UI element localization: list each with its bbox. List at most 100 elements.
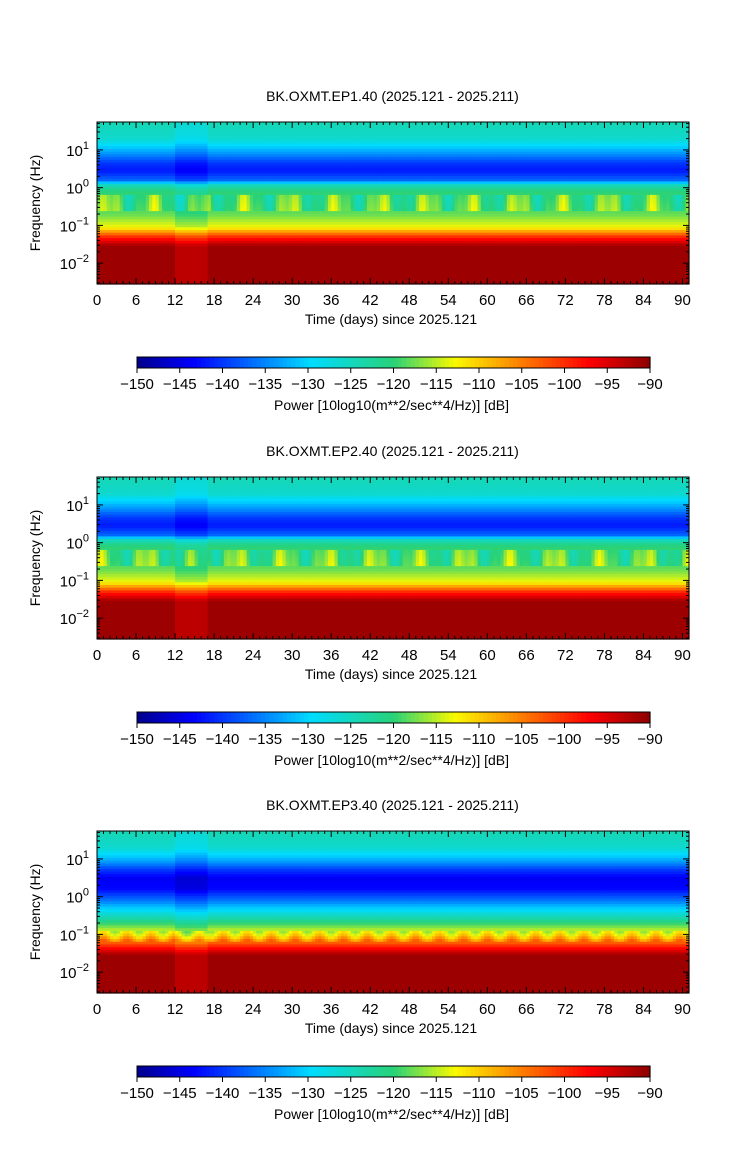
x-tick-label: 72 (557, 1001, 574, 1018)
x-tick-label: 30 (284, 647, 301, 664)
spectrogram-svg: 0 6 12 18 24 30 36 42 48 54 60 66 72 78 84 90 101 100 10−1… (27, 121, 691, 413)
x-tick-label: 42 (362, 292, 379, 309)
colorbar-tick-label: −90 (637, 376, 662, 393)
spectrogram-svg: 0 6 12 18 24 30 36 42 48 54 60 66 72 78 84 90 101 100 10−1… (27, 830, 691, 1122)
colorbar-tick-label: −140 (206, 731, 240, 748)
x-tick-label: 0 (93, 1001, 101, 1018)
x-tick-label: 36 (323, 647, 340, 664)
colorbar-tick-label: −150 (120, 1085, 154, 1102)
x-tick-label: 78 (596, 647, 613, 664)
colorbar-tick-label: −150 (120, 731, 154, 748)
colorbar-tick-label: −130 (291, 1085, 325, 1102)
x-tick-label: 18 (206, 647, 223, 664)
x-tick-label: 72 (557, 647, 574, 664)
y-tick-label: 10−1 (60, 570, 89, 590)
y-tick-label: 100 (66, 887, 89, 907)
x-tick-label: 78 (596, 292, 613, 309)
x-tick-label: 66 (518, 647, 535, 664)
spectrogram-panel-3: BK.OXMT.EP3.40 (2025.121 - 2025.211) 0 6 12… (0, 797, 750, 1167)
x-tick-label: 0 (93, 647, 101, 664)
colorbar-tick-label: −95 (595, 1085, 620, 1102)
colorbar-tick-label: −145 (163, 1085, 197, 1102)
colorbar: −150 −145 −140 −135 −130 −125 −120 −115 −110 −105… (120, 711, 663, 768)
y-tick-label: 101 (66, 495, 89, 515)
colorbar-tick-label: −105 (505, 376, 539, 393)
colorbar-label: Power [10log10(m**2/sec**4/Hz)] [dB] (274, 397, 509, 413)
colorbar-tick-label: −135 (248, 376, 282, 393)
chart-title: BK.OXMT.EP1.40 (2025.121 - 2025.211) (0, 88, 750, 104)
colorbar-tick-label: −120 (377, 376, 411, 393)
x-tick-label: 54 (440, 1001, 457, 1018)
colorbar-tick-label: −115 (420, 376, 453, 393)
x-tick-label: 78 (596, 1001, 613, 1018)
colorbar-tick-label: −140 (206, 376, 240, 393)
y-tick-label: 10−1 (60, 924, 89, 944)
y-tick-label: 10−2 (60, 962, 89, 982)
colorbar-tick-label: −110 (463, 1085, 496, 1102)
heatmap-cells (97, 831, 690, 994)
y-tick-label: 101 (66, 849, 89, 869)
colorbar-tick-label: −95 (595, 731, 620, 748)
x-axis-label: Time (days) since 2025.121 (305, 666, 477, 682)
x-tick-label: 0 (93, 292, 101, 309)
colorbar-tick-label: −120 (377, 731, 411, 748)
x-tick-label: 12 (167, 1001, 184, 1018)
colorbar-tick-label: −105 (505, 731, 539, 748)
x-tick-label: 48 (401, 292, 418, 309)
colorbar-tick-label: −115 (420, 1085, 453, 1102)
colorbar-tick-label: −95 (595, 376, 620, 393)
heatmap-cells (97, 477, 690, 640)
y-tick-label: 10−2 (60, 608, 89, 628)
x-tick-label: 90 (674, 1001, 691, 1018)
x-tick-label: 12 (167, 292, 184, 309)
colorbar-tick-label: −90 (637, 731, 662, 748)
colorbar-tick-label: −115 (420, 731, 453, 748)
x-tick-label: 90 (674, 292, 691, 309)
x-tick-label: 24 (245, 1001, 262, 1018)
x-axis-label: Time (days) since 2025.121 (305, 1020, 477, 1036)
colorbar-tick-label: −120 (377, 1085, 411, 1102)
x-tick-label: 30 (284, 292, 301, 309)
x-tick-label: 84 (635, 292, 652, 309)
x-tick-label: 36 (323, 292, 340, 309)
x-tick-label: 72 (557, 292, 574, 309)
x-tick-label: 18 (206, 1001, 223, 1018)
x-tick-label: 42 (362, 647, 379, 664)
chart-title: BK.OXMT.EP2.40 (2025.121 - 2025.211) (0, 443, 750, 459)
colorbar-tick-label: −105 (505, 1085, 539, 1102)
y-tick-label: 10−2 (60, 253, 89, 273)
x-axis-label: Time (days) since 2025.121 (305, 311, 477, 327)
y-tick-label: 100 (66, 178, 89, 198)
y-tick-label: 100 (66, 533, 89, 553)
x-tick-label: 48 (401, 647, 418, 664)
x-tick-label: 84 (635, 1001, 652, 1018)
x-tick-label: 66 (518, 292, 535, 309)
x-tick-label: 30 (284, 1001, 301, 1018)
x-tick-label: 84 (635, 647, 652, 664)
colorbar-label: Power [10log10(m**2/sec**4/Hz)] [dB] (274, 1106, 509, 1122)
colorbar-tick-label: −150 (120, 376, 154, 393)
y-axis-label: Frequency (Hz) (27, 510, 43, 606)
colorbar-tick-label: −110 (463, 731, 496, 748)
x-tick-label: 60 (479, 292, 496, 309)
x-tick-label: 60 (479, 647, 496, 664)
y-tick-label: 101 (66, 140, 89, 160)
x-tick-label: 42 (362, 1001, 379, 1018)
x-tick-label: 90 (674, 647, 691, 664)
colorbar-tick-label: −90 (637, 1085, 662, 1102)
spectrogram-panel-2: BK.OXMT.EP2.40 (2025.121 - 2025.211) 0 6 12… (0, 443, 750, 813)
chart-title: BK.OXMT.EP3.40 (2025.121 - 2025.211) (0, 797, 750, 813)
spectrogram-panel-1: BK.OXMT.EP1.40 (2025.121 - 2025.211) 0 6 12… (0, 88, 750, 458)
colorbar-tick-label: −135 (248, 1085, 282, 1102)
x-tick-label: 24 (245, 647, 262, 664)
x-tick-label: 48 (401, 1001, 418, 1018)
x-tick-label: 6 (132, 647, 140, 664)
colorbar-tick-label: −110 (463, 376, 496, 393)
colorbar-tick-label: −100 (548, 731, 582, 748)
colorbar: −150 −145 −140 −135 −130 −125 −120 −115 −110 −105… (120, 1065, 663, 1122)
colorbar-label: Power [10log10(m**2/sec**4/Hz)] [dB] (274, 752, 509, 768)
colorbar-tick-label: −130 (291, 376, 325, 393)
colorbar-tick-label: −125 (334, 376, 368, 393)
y-tick-label: 10−1 (60, 215, 89, 235)
heatmap-cells (97, 122, 690, 285)
